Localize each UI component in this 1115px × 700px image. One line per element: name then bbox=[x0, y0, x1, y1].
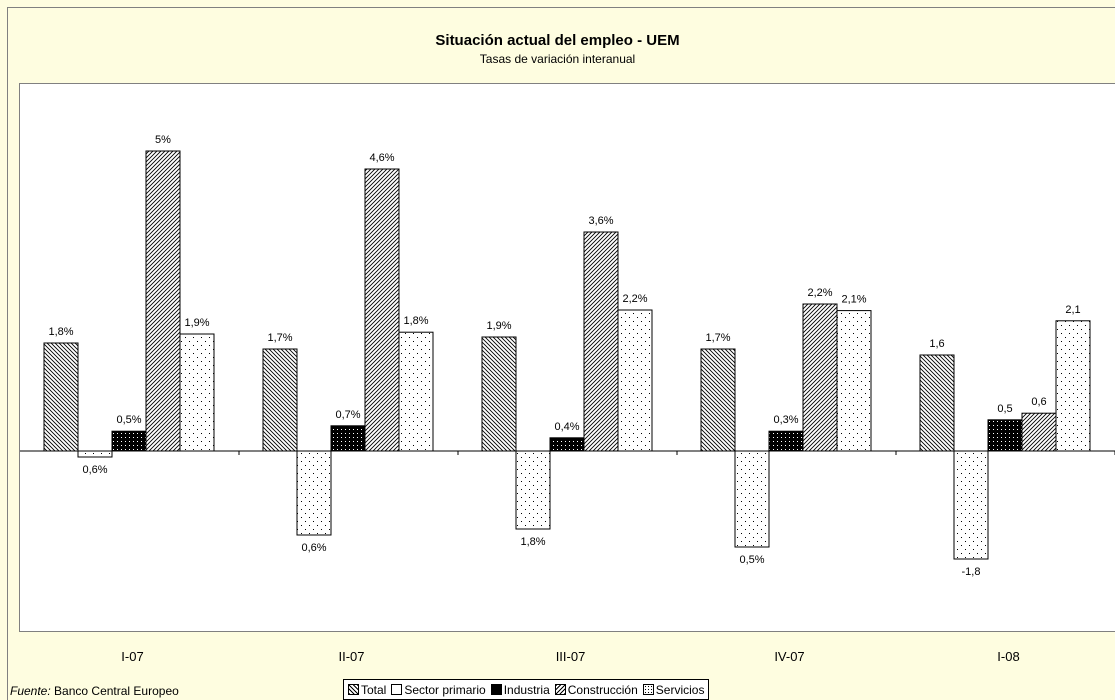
bar-industria-i-08 bbox=[987, 419, 1023, 452]
bar-construccion-i-07 bbox=[145, 150, 181, 452]
data-label-servicios: 1,8% bbox=[403, 315, 428, 327]
data-label-total: 1,8% bbox=[48, 326, 73, 338]
legend-swatch bbox=[348, 684, 359, 695]
x-tick-label: III-07 bbox=[556, 649, 586, 664]
x-tick-label: II-07 bbox=[338, 649, 364, 664]
bar-sector-primario-iv-07 bbox=[734, 450, 770, 548]
data-label-construccion: 4,6% bbox=[369, 152, 394, 164]
bar-servicios-iii-07 bbox=[617, 309, 653, 452]
data-label-sector-primario: 0,5% bbox=[739, 554, 764, 566]
data-label-total: 1,6 bbox=[929, 338, 944, 350]
legend-label: Construcción bbox=[567, 682, 638, 697]
axis-layer: I-07 II-07 III-07 IV-07 I-08 bbox=[20, 450, 1115, 664]
bar-industria-i-07 bbox=[111, 430, 147, 452]
bar-industria-iv-07 bbox=[768, 430, 804, 452]
data-label-sector-primario: 0,6% bbox=[301, 542, 326, 554]
data-label-total: 1,7% bbox=[705, 332, 730, 344]
bar-construccion-iii-07 bbox=[583, 231, 619, 452]
bar-servicios-i-07 bbox=[179, 333, 215, 452]
bar-construccion-iv-07 bbox=[802, 303, 838, 452]
legend-swatch bbox=[490, 684, 502, 695]
legend-label: Industria bbox=[503, 682, 550, 697]
legend-item-sector-primario: Sector primario bbox=[391, 682, 486, 697]
source-value: Banco Central Europeo bbox=[54, 684, 179, 698]
data-label-sector-primario: 1,8% bbox=[520, 536, 545, 548]
bar-total-iv-07 bbox=[700, 348, 736, 452]
bar-servicios-ii-07 bbox=[398, 331, 434, 452]
data-label-sector-primario: -1,8 bbox=[962, 566, 981, 578]
legend-label: Servicios bbox=[655, 682, 705, 697]
legend-swatch bbox=[554, 684, 566, 695]
bar-sector-primario-iii-07 bbox=[515, 450, 551, 530]
x-tick-label: I-08 bbox=[997, 649, 1019, 664]
legend-item-industria: Industria bbox=[490, 682, 550, 697]
x-tick-label: I-07 bbox=[121, 649, 143, 664]
data-label-servicios: 2,1 bbox=[1065, 304, 1080, 316]
data-label-construccion: 5% bbox=[155, 134, 171, 146]
bar-total-i-07 bbox=[43, 342, 79, 452]
bar-total-ii-07 bbox=[262, 348, 298, 452]
bar-servicios-iv-07 bbox=[836, 310, 872, 452]
chart-title: Situación actual del empleo - UEM bbox=[435, 32, 680, 49]
bar-servicios-i-08 bbox=[1055, 320, 1091, 452]
data-label-servicios: 1,9% bbox=[184, 317, 209, 329]
legend-label: Sector primario bbox=[404, 682, 486, 697]
legend-label: Total bbox=[361, 682, 387, 697]
bar-total-iii-07 bbox=[481, 336, 517, 452]
data-label-total: 1,7% bbox=[267, 332, 292, 344]
chart-subtitle: Tasas de variación interanual bbox=[479, 52, 636, 66]
legend-swatch bbox=[391, 684, 403, 695]
data-label-industria: 0,3% bbox=[773, 414, 798, 426]
data-label-construccion: 0,6 bbox=[1031, 396, 1046, 408]
data-label-construccion: 2,2% bbox=[807, 287, 832, 299]
data-label-servicios: 2,2% bbox=[622, 293, 647, 305]
legend: Total Sector primario Industria Construcció… bbox=[343, 679, 710, 700]
bar-construccion-ii-07 bbox=[364, 168, 400, 452]
legend-item-servicios: Servicios bbox=[642, 682, 705, 697]
x-tick-label: IV-07 bbox=[774, 649, 804, 664]
data-label-sector-primario: 0,6% bbox=[82, 464, 107, 476]
bar-construccion-i-08 bbox=[1021, 412, 1057, 452]
bars-layer bbox=[43, 150, 1091, 560]
legend-item-construccion: Construcción bbox=[554, 682, 638, 697]
data-label-industria: 0,5% bbox=[116, 414, 141, 426]
legend-item-total: Total bbox=[348, 683, 386, 697]
bar-industria-ii-07 bbox=[330, 425, 366, 452]
bar-sector-primario-i-08 bbox=[953, 450, 989, 560]
source-key: Fuente: bbox=[10, 684, 51, 698]
source-note: Fuente: Banco Central Europeo bbox=[10, 684, 179, 698]
data-label-industria: 0,5 bbox=[997, 403, 1012, 415]
chart-frame bbox=[7, 7, 1115, 700]
bar-total-i-08 bbox=[919, 354, 955, 452]
bar-sector-primario-i-07 bbox=[77, 450, 113, 458]
data-labels-layer: 1,8% 0,6% 0,5% 5% 1,9% 1,7% 0,6% 0,7% 4,6% 1,8% 1,… bbox=[48, 134, 1080, 578]
data-label-total: 1,9% bbox=[486, 320, 511, 332]
bar-sector-primario-ii-07 bbox=[296, 450, 332, 536]
data-label-servicios: 2,1% bbox=[841, 294, 866, 306]
data-label-industria: 0,7% bbox=[335, 409, 360, 421]
legend-swatch bbox=[642, 684, 654, 695]
bar-industria-iii-07 bbox=[549, 437, 585, 452]
data-label-industria: 0,4% bbox=[554, 421, 579, 433]
data-label-construccion: 3,6% bbox=[588, 215, 613, 227]
